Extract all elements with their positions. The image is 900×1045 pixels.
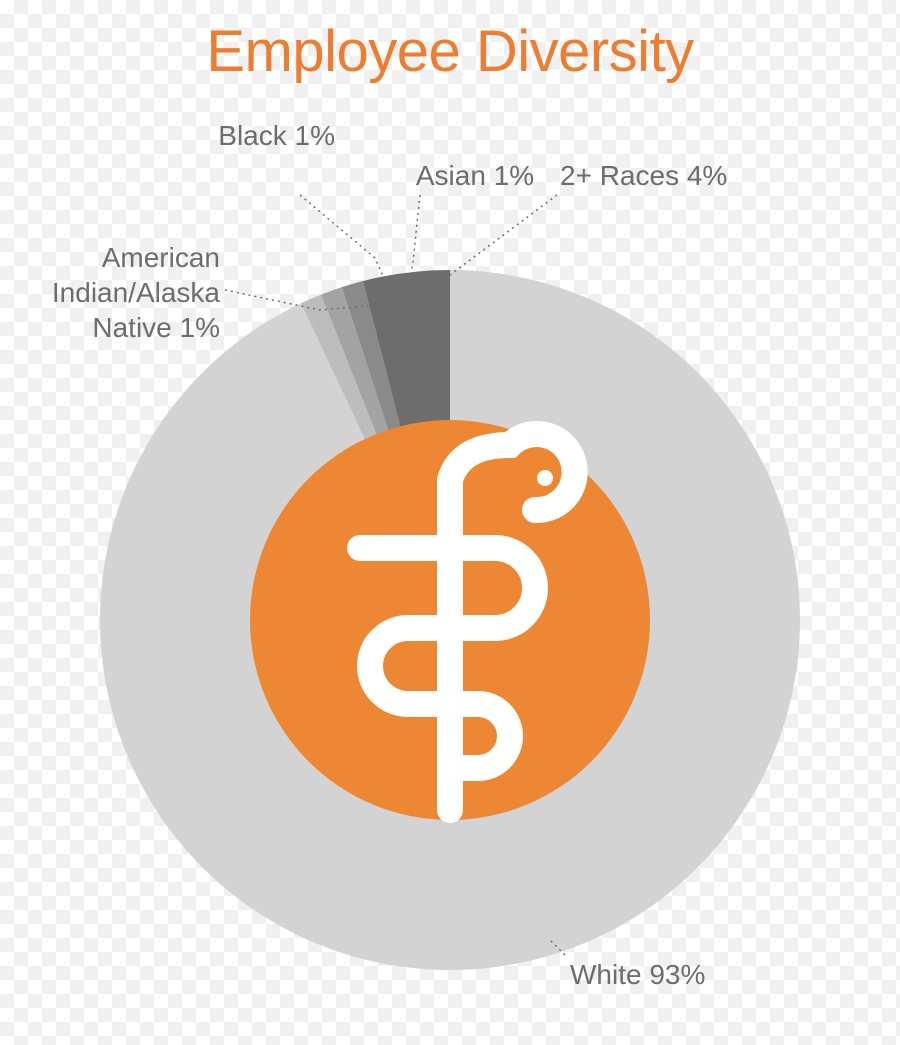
slice-label: 2+ Races 4% (560, 158, 727, 193)
slice-label: American Indian/Alaska Native 1% (30, 240, 220, 345)
slice-label: White 93% (570, 957, 705, 992)
pie-chart (0, 0, 900, 1045)
slice-label: Black 1% (215, 118, 335, 153)
slice-label: Asian 1% (410, 158, 540, 193)
leader-line (437, 195, 557, 283)
